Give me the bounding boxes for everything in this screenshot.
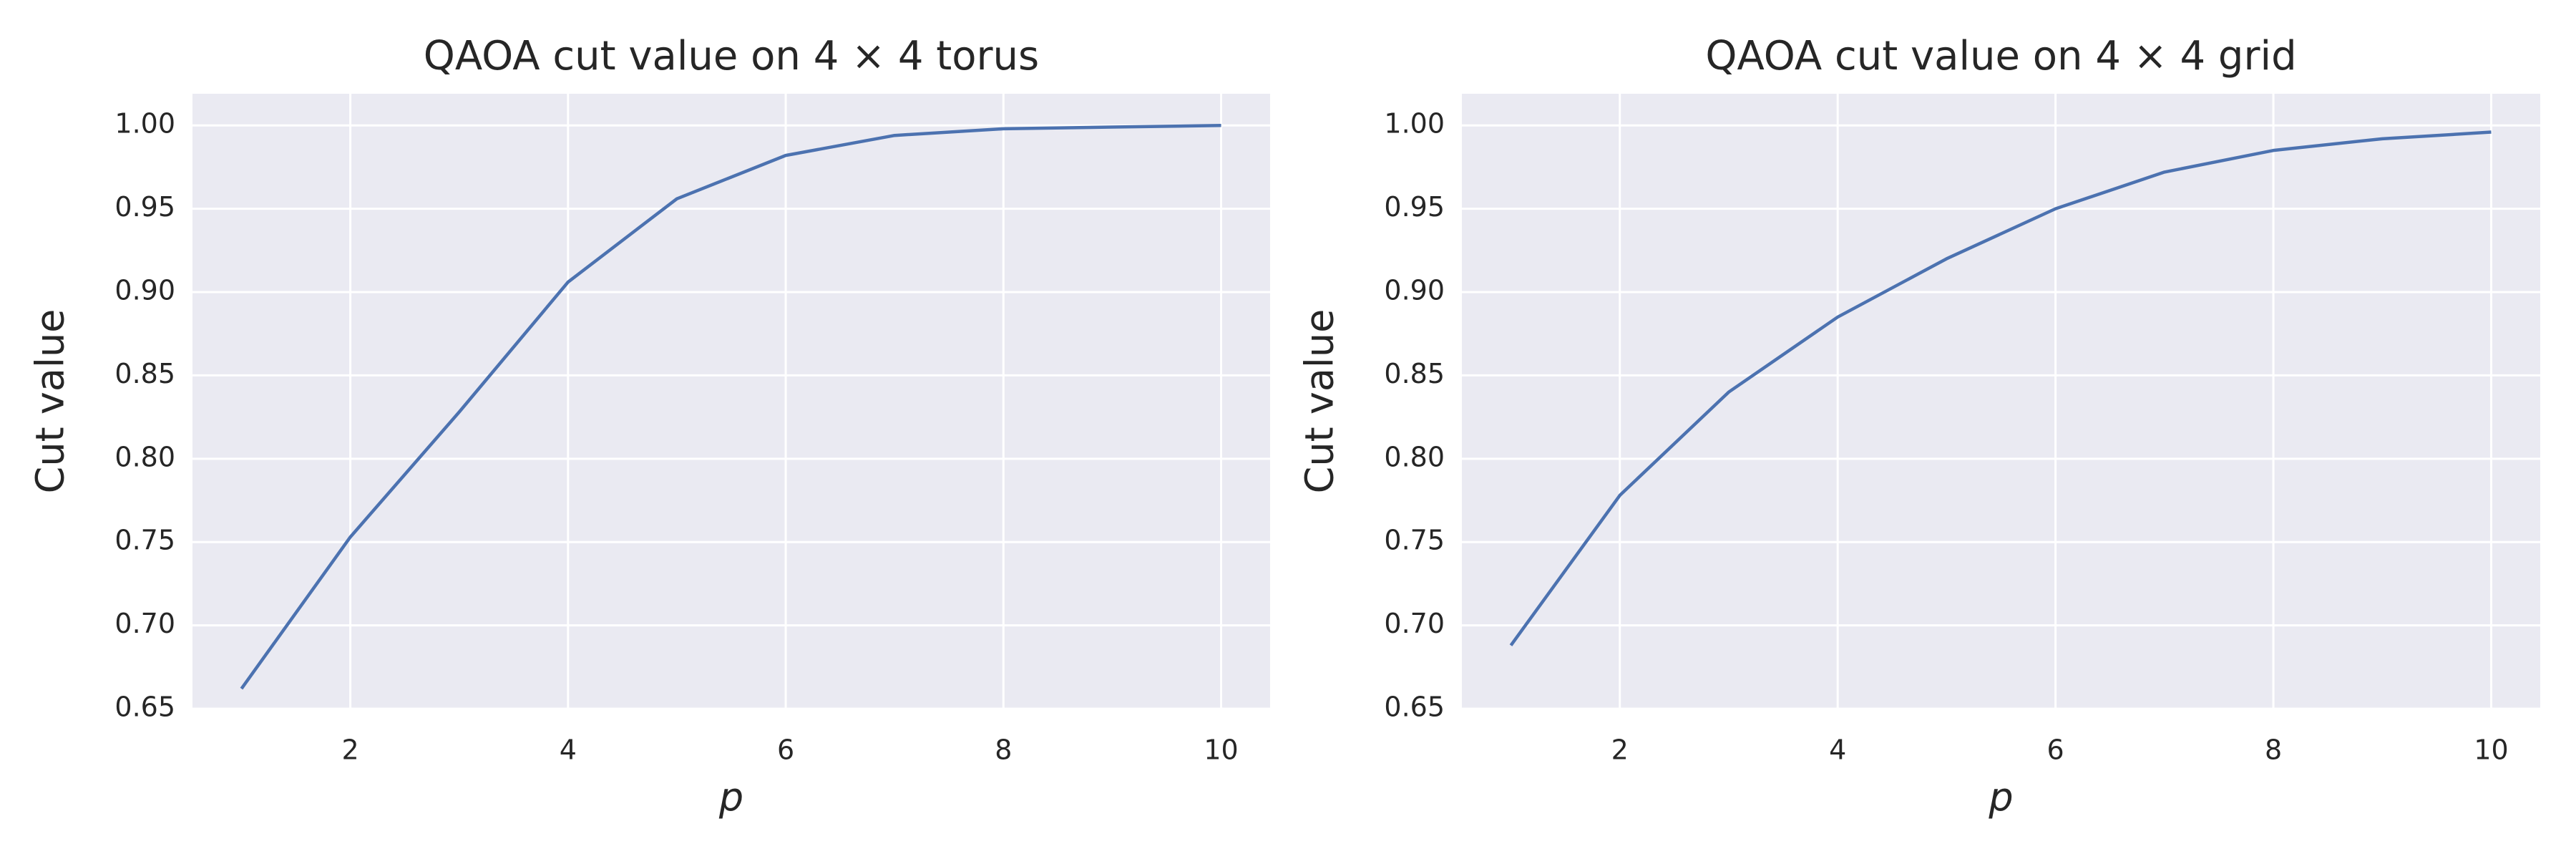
y-tick-label: 0.85 — [114, 358, 175, 389]
x-tick-label: 4 — [560, 734, 577, 766]
y-tick-label: 0.70 — [1384, 608, 1445, 639]
data-line — [1509, 130, 2492, 646]
x-axis-label: p — [1988, 775, 2013, 820]
y-axis-label: Cut value — [1297, 309, 1342, 494]
y-tick-label: 1.00 — [1384, 108, 1445, 140]
plot-area — [1462, 94, 2540, 709]
x-tick-label: 10 — [2474, 734, 2508, 766]
x-tick-label: 8 — [2265, 734, 2282, 766]
y-tick-label: 0.75 — [114, 525, 175, 556]
plot-area — [192, 94, 1270, 709]
chart-title: QAOA cut value on 4 × 4 grid — [1705, 33, 2296, 79]
y-tick-label: 0.85 — [1384, 358, 1445, 389]
x-tick-label: 2 — [1611, 734, 1629, 766]
y-tick-label: 0.80 — [1384, 441, 1445, 472]
x-tick-label: 8 — [995, 734, 1012, 766]
x-tick-label: 6 — [777, 734, 794, 766]
y-tick-label: 0.90 — [1384, 275, 1445, 306]
y-tick-label: 0.65 — [1384, 691, 1445, 723]
y-tick-label: 0.70 — [114, 608, 175, 639]
y-tick-label: 0.95 — [1384, 191, 1445, 223]
chart-title: QAOA cut value on 4 × 4 torus — [424, 33, 1039, 79]
y-tick-label: 0.90 — [114, 275, 175, 306]
y-tick-label: 0.65 — [114, 691, 175, 723]
data-line — [240, 123, 1221, 690]
x-tick-label: 6 — [2047, 734, 2064, 766]
x-axis-label: p — [718, 775, 743, 820]
y-tick-label: 0.75 — [1384, 525, 1445, 556]
y-tick-label: 0.80 — [114, 441, 175, 472]
y-tick-label: 0.95 — [114, 191, 175, 223]
y-tick-label: 1.00 — [114, 108, 175, 140]
x-tick-label: 10 — [1204, 734, 1238, 766]
x-tick-label: 2 — [341, 734, 358, 766]
y-axis-label: Cut value — [28, 309, 73, 494]
x-tick-label: 4 — [1829, 734, 1846, 766]
